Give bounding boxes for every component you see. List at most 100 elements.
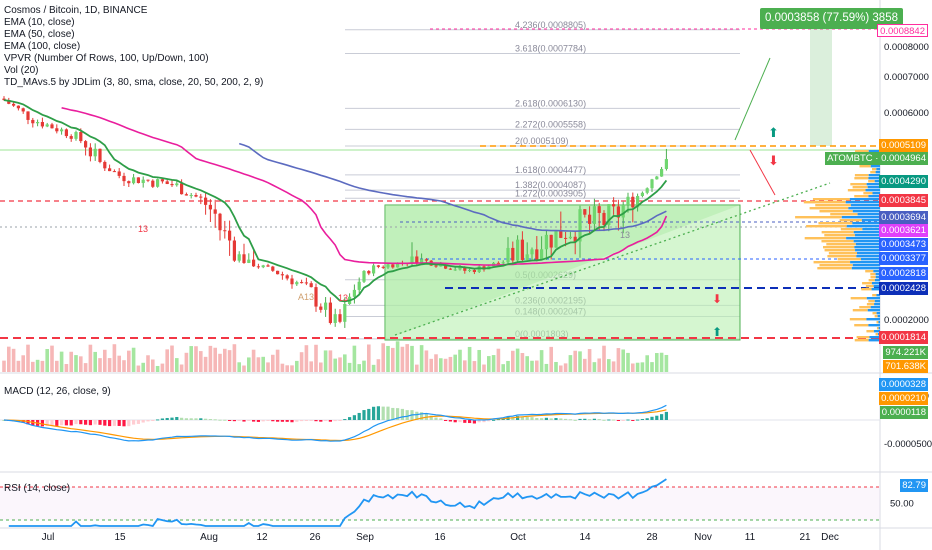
candle-body[interactable]: [343, 304, 347, 322]
macd-badge[interactable]: 0.0000210: [879, 392, 928, 405]
candle-body[interactable]: [381, 266, 385, 268]
candle-body[interactable]: [256, 266, 260, 268]
candle-body[interactable]: [151, 180, 155, 187]
candle-body[interactable]: [74, 132, 78, 139]
candle-body[interactable]: [516, 239, 520, 261]
candle-body[interactable]: [463, 266, 467, 271]
candle-body[interactable]: [156, 179, 160, 187]
candle-body[interactable]: [98, 148, 102, 162]
candle-body[interactable]: [453, 269, 457, 271]
candle-body[interactable]: [391, 264, 395, 268]
price-badge[interactable]: 0.0002818: [879, 267, 928, 280]
candle-body[interactable]: [242, 254, 246, 263]
candle-body[interactable]: [626, 196, 630, 205]
candle-body[interactable]: [189, 195, 193, 197]
candle-body[interactable]: [141, 179, 145, 184]
candle-body[interactable]: [549, 234, 553, 248]
candle-body[interactable]: [434, 265, 438, 267]
candle-body[interactable]: [117, 171, 121, 176]
candle-body[interactable]: [232, 240, 236, 261]
candle-body[interactable]: [108, 168, 112, 172]
candle-body[interactable]: [26, 111, 30, 120]
candle-body[interactable]: [194, 195, 198, 197]
candle-body[interactable]: [621, 204, 625, 218]
candle-body[interactable]: [535, 249, 539, 260]
candle-body[interactable]: [650, 179, 654, 189]
candle-body[interactable]: [276, 270, 280, 275]
candle-body[interactable]: [12, 103, 16, 106]
candle-body[interactable]: [285, 275, 289, 279]
price-badge[interactable]: 0.0003377: [879, 252, 928, 265]
candle-body[interactable]: [2, 98, 6, 101]
candle-body[interactable]: [69, 136, 73, 139]
candle-body[interactable]: [386, 264, 390, 268]
candle-body[interactable]: [352, 289, 356, 297]
candle-body[interactable]: [16, 105, 20, 109]
candle-body[interactable]: [64, 129, 68, 137]
candle-body[interactable]: [525, 254, 529, 260]
legend-vol[interactable]: Vol (20): [4, 65, 39, 76]
price-badge[interactable]: 0.0003473: [879, 238, 928, 251]
candle-body[interactable]: [228, 230, 232, 241]
candle-body[interactable]: [520, 239, 524, 260]
candle-body[interactable]: [295, 282, 299, 285]
candle-body[interactable]: [112, 171, 116, 173]
ema-10-line[interactable]: [3, 99, 668, 303]
candle-body[interactable]: [602, 212, 606, 226]
candle-body[interactable]: [208, 204, 212, 210]
price-badge[interactable]: 0.0002428: [879, 282, 928, 295]
candle-body[interactable]: [607, 204, 611, 226]
candle-body[interactable]: [170, 184, 174, 186]
candle-body[interactable]: [439, 264, 443, 267]
candle-body[interactable]: [511, 247, 515, 261]
candle-body[interactable]: [136, 177, 140, 184]
candle-body[interactable]: [477, 266, 481, 273]
candle-body[interactable]: [372, 265, 376, 274]
support-trendline[interactable]: [394, 182, 831, 336]
candle-body[interactable]: [218, 213, 222, 231]
candle-body[interactable]: [424, 259, 428, 261]
legend-ema100[interactable]: EMA (100, close): [4, 41, 81, 52]
candle-body[interactable]: [88, 147, 92, 157]
rsi-badge[interactable]: 82.79: [900, 479, 928, 492]
candle-body[interactable]: [290, 278, 294, 285]
candle-body[interactable]: [175, 183, 179, 186]
candle-body[interactable]: [367, 271, 371, 274]
price-badge[interactable]: 0.0003845: [879, 194, 928, 207]
candle-body[interactable]: [588, 214, 592, 224]
candle-body[interactable]: [127, 181, 131, 184]
candle-body[interactable]: [7, 100, 11, 104]
candle-body[interactable]: [280, 274, 284, 276]
price-badge[interactable]: 0.0003621: [879, 224, 928, 237]
candle-body[interactable]: [223, 230, 227, 232]
candle-body[interactable]: [36, 122, 40, 124]
candle-body[interactable]: [165, 181, 169, 185]
candle-body[interactable]: [573, 236, 577, 242]
candle-body[interactable]: [645, 188, 649, 193]
candle-body[interactable]: [247, 259, 251, 263]
candle-body[interactable]: [496, 262, 500, 264]
candle-body[interactable]: [204, 197, 208, 205]
candle-body[interactable]: [45, 124, 49, 127]
candle-body[interactable]: [458, 266, 462, 270]
last-price-badge[interactable]: ATOMBTC · 0.0004964: [825, 152, 928, 165]
candle-body[interactable]: [578, 209, 582, 242]
candle-body[interactable]: [324, 302, 328, 310]
candle-body[interactable]: [472, 269, 476, 273]
candle-body[interactable]: [237, 254, 241, 261]
candle-body[interactable]: [309, 283, 313, 288]
candle-body[interactable]: [583, 209, 587, 215]
legend-ema50[interactable]: EMA (50, close): [4, 29, 75, 40]
candle-body[interactable]: [252, 259, 256, 267]
candle-body[interactable]: [199, 196, 203, 198]
candle-body[interactable]: [93, 148, 97, 157]
price-badge[interactable]: 0.0003694: [879, 211, 928, 224]
legend-vpvr[interactable]: VPVR (Number Of Rows, 100, Up/Down, 100): [4, 53, 209, 64]
candle-body[interactable]: [338, 314, 342, 322]
candle-body[interactable]: [616, 206, 620, 218]
candle-body[interactable]: [554, 230, 558, 248]
price-badge[interactable]: 974.221K: [883, 346, 928, 359]
macd-line[interactable]: [3, 404, 667, 442]
